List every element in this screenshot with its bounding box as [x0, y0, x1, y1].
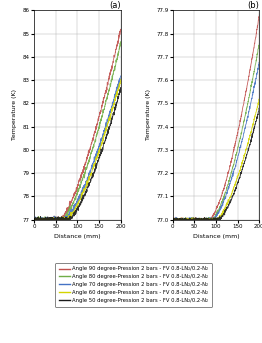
Y-axis label: Temperature (K): Temperature (K)	[146, 90, 151, 140]
Text: (b): (b)	[248, 1, 259, 10]
Y-axis label: Temperature (K): Temperature (K)	[12, 90, 17, 140]
X-axis label: Distance (mm): Distance (mm)	[193, 234, 239, 239]
Legend: Angle 90 degree-Pression 2 bars - FV 0.8-LN₂/0.2-N₂, Angle 80 degree-Pression 2 : Angle 90 degree-Pression 2 bars - FV 0.8…	[55, 263, 212, 307]
X-axis label: Distance (mm): Distance (mm)	[54, 234, 101, 239]
Text: (a): (a)	[109, 1, 121, 10]
